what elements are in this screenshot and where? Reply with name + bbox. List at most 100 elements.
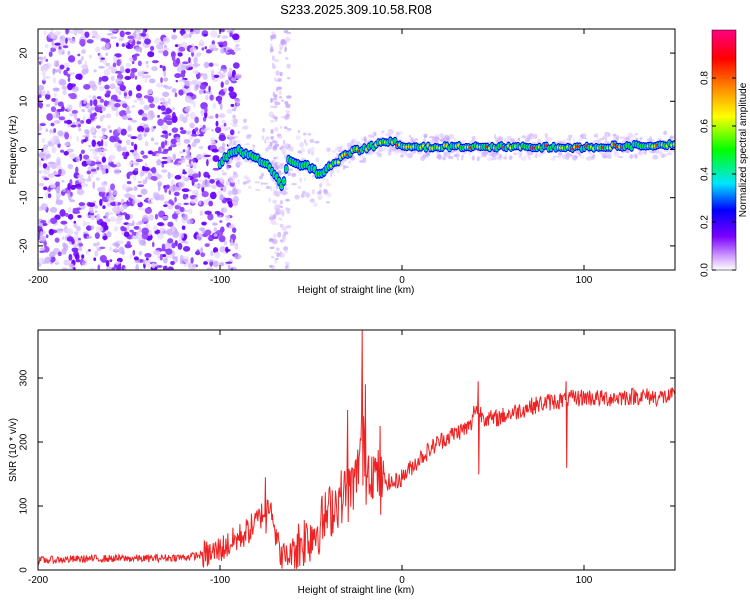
noise-speckle [258,175,264,180]
x-tick-label: -200 [28,275,48,286]
noise-speckle [274,143,277,147]
noise-speckle [260,172,265,177]
noise-speckle [232,115,236,118]
noise-speckle [394,150,399,155]
noise-speckle [234,73,242,80]
noise-speckle [203,171,210,178]
noise-speckle [166,120,173,126]
noise-speckle [120,128,127,136]
noise-speckle [133,256,139,261]
noise-speckle [196,249,200,253]
noise-speckle [521,135,527,139]
noise-speckle [221,119,226,124]
noise-speckle [40,203,48,211]
noise-speckle [38,60,42,65]
noise-speckle [322,177,325,181]
y-tick-label: 10 [19,95,30,107]
noise-speckle [130,68,138,72]
noise-speckle [127,134,132,138]
noise-speckle [122,203,128,210]
noise-speckle [89,99,93,107]
noise-speckle [86,39,94,44]
noise-speckle [410,137,414,141]
noise-speckle [171,34,178,40]
noise-speckle [286,63,291,69]
colorbar: 0.0 0.2 0.4 0.6 0.8 Normalized spectral ampl… [700,29,749,277]
noise-speckle [198,39,205,47]
noise-speckle [216,211,221,216]
noise-speckle [59,64,65,70]
noise-speckle [70,263,74,269]
noise-speckle [220,81,224,88]
noise-speckle [78,100,82,108]
noise-speckle [181,225,186,230]
noise-speckle [165,248,173,255]
noise-speckle [146,224,150,228]
noise-speckle [161,130,168,134]
noise-speckle [272,199,278,204]
noise-speckle [171,242,176,249]
noise-speckle [102,235,108,241]
noise-speckle [172,230,180,238]
noise-speckle [220,148,223,153]
noise-speckle [380,131,383,136]
noise-speckle [274,257,278,264]
noise-speckle [234,45,238,52]
noise-speckle [270,220,276,225]
noise-speckle [183,202,189,206]
noise-speckle [82,220,87,227]
noise-speckle [170,260,175,266]
noise-speckle [285,110,291,114]
noise-speckle [184,95,192,103]
noise-speckle [268,197,271,203]
noise-speckle [48,51,53,57]
noise-speckle [38,182,45,187]
noise-speckle [509,138,515,143]
noise-speckle [131,60,135,65]
noise-speckle [108,191,113,198]
noise-speckle [160,77,163,84]
noise-speckle [503,156,508,160]
noise-speckle [115,77,123,85]
noise-speckle [165,114,172,119]
noise-speckle [44,256,51,264]
noise-speckle [42,144,49,150]
noise-speckle [135,158,143,163]
noise-speckle [115,112,120,117]
noise-speckle [435,134,439,138]
noise-speckle [295,135,301,141]
noise-speckle [200,247,204,254]
noise-speckle [182,175,186,181]
noise-speckle [128,160,133,167]
noise-speckle [85,249,89,255]
noise-speckle [666,152,672,156]
noise-speckle [526,151,530,155]
noise-speckle [194,127,199,132]
noise-speckle [184,155,192,159]
noise-speckle [43,149,50,155]
noise-speckle [176,67,182,73]
noise-speckle [73,208,80,212]
noise-speckle [179,127,184,130]
noise-speckle [285,207,291,212]
noise-speckle [188,168,194,175]
noise-speckle [243,180,250,184]
y-tick-label: -20 [19,238,30,253]
noise-speckle [173,161,177,165]
noise-speckle [278,90,282,96]
noise-speckle [203,128,208,132]
noise-speckle [453,154,459,157]
noise-speckle [125,68,131,74]
noise-speckle [74,113,78,120]
colorbar-gradient [711,29,737,271]
noise-speckle [75,258,81,263]
noise-speckle [400,153,403,158]
noise-speckle [163,204,168,207]
noise-speckle [213,227,217,232]
noise-speckle [211,148,219,153]
noise-speckle [121,147,126,152]
noise-speckle [53,120,61,124]
noise-speckle [116,162,121,167]
noise-speckle [90,225,95,230]
noise-speckle [333,166,338,169]
